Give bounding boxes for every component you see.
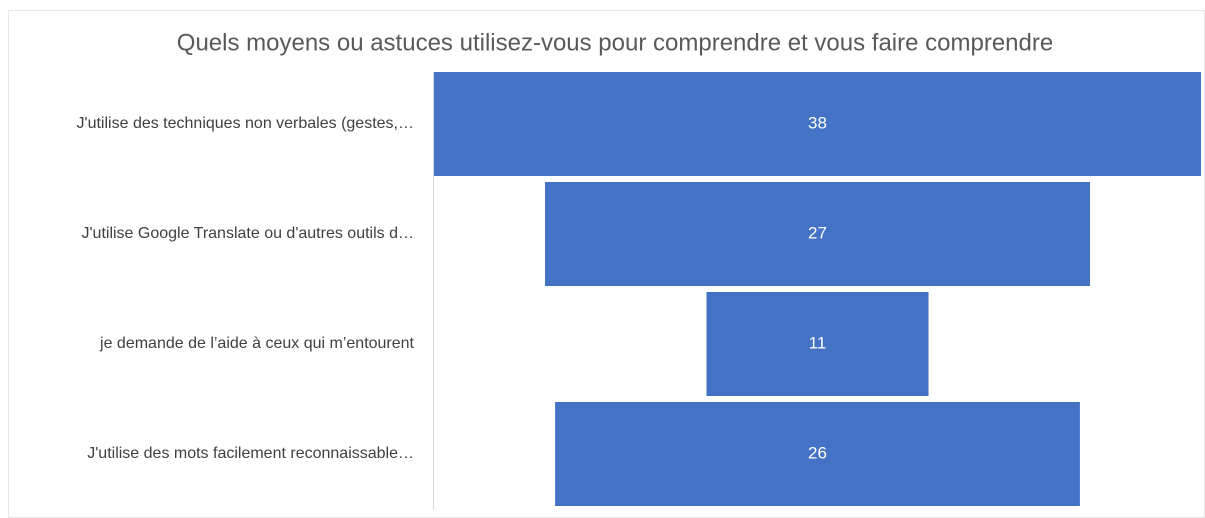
category-label: J'utilise des techniques non verbales (g… bbox=[77, 115, 414, 132]
bar bbox=[545, 182, 1090, 286]
data-label: 38 bbox=[808, 113, 827, 132]
category-label: J'utilise Google Translate ou d'autres o… bbox=[81, 225, 414, 242]
bar bbox=[434, 72, 1201, 176]
data-label: 26 bbox=[808, 443, 827, 462]
category-label: je demande de l’aide à ceux qui m’entour… bbox=[99, 335, 415, 352]
bar bbox=[706, 292, 929, 396]
category-label: J'utilise des mots facilement reconnaiss… bbox=[87, 445, 414, 462]
data-label: 27 bbox=[808, 223, 827, 242]
bar bbox=[555, 402, 1080, 506]
chart-title: Quels moyens ou astuces utilisez-vous po… bbox=[177, 29, 1053, 56]
data-label: 11 bbox=[809, 333, 827, 352]
